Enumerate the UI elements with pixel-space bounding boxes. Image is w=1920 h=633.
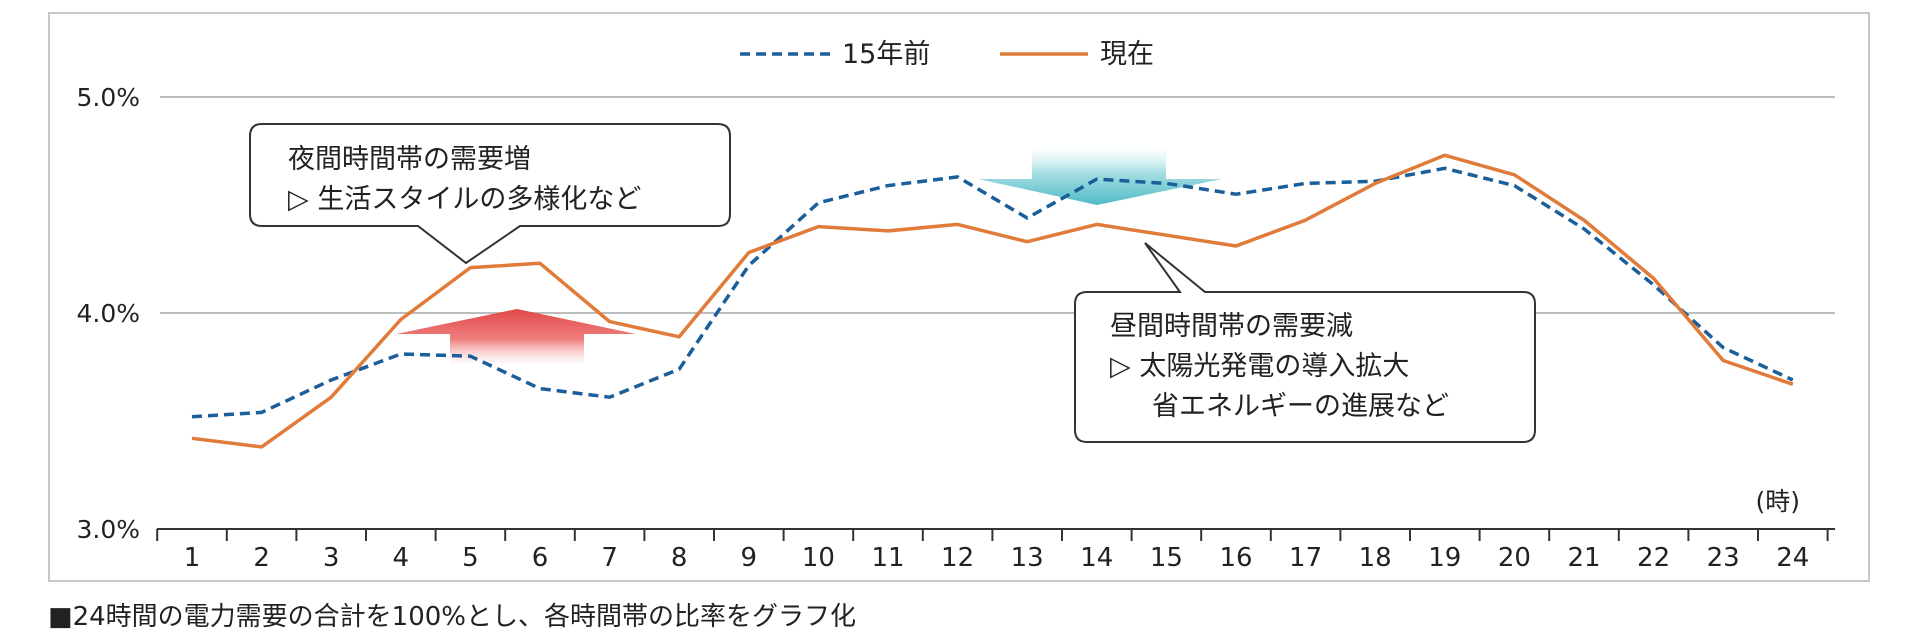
x-tick-label-1: 1: [184, 543, 201, 573]
x-tick-label-23: 23: [1707, 543, 1740, 573]
legend: 15年前 現在: [740, 39, 1154, 70]
x-tick-label-4: 4: [393, 543, 410, 573]
x-tick-label-2: 2: [253, 543, 270, 573]
callout-night-line-1: ▷ 生活スタイルの多様化など: [288, 184, 641, 215]
callout-day-line-1: ▷ 太陽光発電の導入拡大: [1110, 351, 1409, 382]
x-axis-unit-label: (時): [1755, 487, 1800, 516]
x-tick-label-11: 11: [871, 543, 904, 573]
x-tick-label-16: 16: [1219, 543, 1252, 573]
legend-label-15-years-ago: 15年前: [842, 39, 930, 70]
x-tick-label-9: 9: [741, 543, 758, 573]
callout-night-title: 夜間時間帯の需要増: [288, 144, 531, 175]
y-axis: 5.0% 4.0% 3.0%: [76, 83, 140, 544]
y-tick-label-5: 5.0%: [76, 83, 140, 112]
y-tick-label-3: 3.0%: [76, 515, 140, 544]
x-tick-label-14: 14: [1080, 543, 1113, 573]
x-tick-label-7: 7: [601, 543, 618, 573]
x-tick-label-3: 3: [323, 543, 340, 573]
footnote: ■24時間の電力需要の合計を100%とし、各時間帯の比率をグラフ化: [48, 596, 856, 633]
x-tick-label-21: 21: [1567, 543, 1600, 573]
x-tick-label-15: 15: [1150, 543, 1183, 573]
x-tick-label-17: 17: [1289, 543, 1322, 573]
callout-night-increase: 夜間時間帯の需要増 ▷ 生活スタイルの多様化など: [250, 124, 730, 263]
y-tick-label-4: 4.0%: [76, 299, 140, 328]
x-tick-label-20: 20: [1498, 543, 1531, 573]
x-tick-label-10: 10: [802, 543, 835, 573]
x-tick-label-6: 6: [532, 543, 549, 573]
x-tick-label-22: 22: [1637, 543, 1670, 573]
x-tick-label-18: 18: [1359, 543, 1392, 573]
callout-day-decrease: 昼間時間帯の需要減 ▷ 太陽光発電の導入拡大 省エネルギーの進展など: [1075, 243, 1535, 442]
increase-arrow: [396, 309, 636, 365]
x-tick-label-8: 8: [671, 543, 688, 573]
x-tick-label-19: 19: [1428, 543, 1461, 573]
decrease-arrow: [978, 146, 1222, 205]
x-tick-label-12: 12: [941, 543, 974, 573]
x-tick-label-24: 24: [1776, 543, 1809, 573]
x-tick-label-13: 13: [1011, 543, 1044, 573]
callout-day-line-2: 省エネルギーの進展など: [1152, 391, 1449, 422]
callout-day-title: 昼間時間帯の需要減: [1110, 311, 1353, 342]
x-tick-label-5: 5: [462, 543, 479, 573]
legend-label-current: 現在: [1100, 39, 1154, 70]
